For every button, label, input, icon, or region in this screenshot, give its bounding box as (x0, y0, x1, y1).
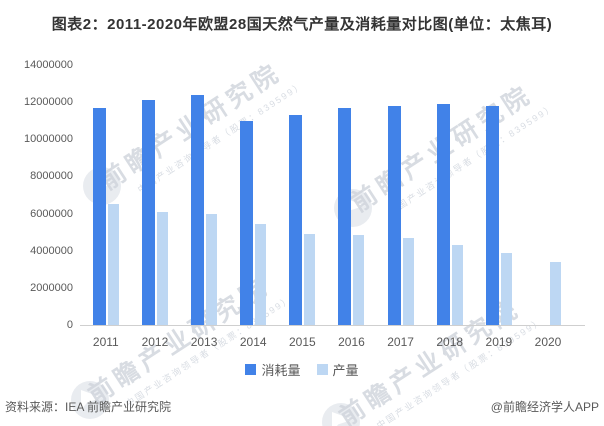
x-axis-category-label: 2019 (485, 335, 513, 349)
x-axis-category-label: 2015 (288, 335, 316, 349)
bar-production-2015 (304, 234, 316, 325)
y-axis-tick-label: 2000000 (30, 281, 73, 294)
x-axis-category-label: 2012 (141, 335, 169, 349)
brand-text: @前瞻经济学人APP (490, 400, 599, 414)
x-axis-category-label: 2014 (239, 335, 267, 349)
y-axis-tick-label: 10000000 (24, 133, 73, 146)
x-axis-category-label: 2013 (190, 335, 218, 349)
bar-consumption-2012 (141, 100, 155, 325)
watermark-logo-icon (322, 403, 360, 426)
x-axis-line (80, 325, 585, 326)
legend-label-consumption: 消耗量 (261, 363, 301, 378)
bar-consumption-2019 (485, 105, 499, 325)
watermark-logo-icon (71, 381, 109, 419)
y-axis-tick-label: 4000000 (30, 244, 73, 257)
bar-production-2018 (451, 245, 463, 325)
y-axis-tick-label: 0 (66, 319, 73, 331)
bar-consumption-2016 (338, 107, 352, 325)
bar-consumption-2018 (436, 104, 450, 325)
x-axis-category-label: 2016 (338, 335, 365, 349)
bar-consumption-2015 (289, 115, 303, 325)
bar-production-2019 (500, 252, 512, 325)
bar-production-2012 (156, 211, 168, 325)
legend-swatch-consumption (245, 364, 257, 375)
legend-swatch-production (316, 364, 328, 375)
legend-item-consumption: 消耗量 (245, 360, 301, 379)
bar-production-2017 (402, 237, 414, 325)
watermark-text: 前瞻产业研究院 (346, 79, 538, 218)
bar-consumption-2014 (240, 120, 254, 325)
chart-legend: 消耗量 产量 (0, 360, 604, 379)
y-axis-tick-label: 14000000 (24, 59, 73, 71)
legend-item-production: 产量 (316, 360, 359, 379)
y-axis-tick-label: 8000000 (30, 170, 73, 183)
watermark-text-block: 前瞻产业研究院中国产业咨询领导者（股票：839599） (343, 48, 589, 232)
chart-title: 图表2：2011-2020年欧盟28国天然气产量及消耗量对比图(单位：太焦耳) (51, 16, 553, 33)
x-axis-category-label: 2017 (387, 335, 414, 349)
bar-consumption-2017 (387, 105, 401, 325)
bar-consumption-2013 (191, 94, 205, 325)
x-axis-category-label: 2020 (534, 335, 562, 349)
legend-label-production: 产量 (332, 363, 359, 378)
bar-production-2014 (255, 223, 267, 325)
y-axis-tick-label: 6000000 (30, 207, 73, 220)
bar-production-2011 (107, 204, 119, 325)
bar-production-2020 (550, 261, 561, 325)
x-axis-category-label: 2011 (92, 335, 119, 349)
y-axis-tick-label: 12000000 (24, 96, 73, 109)
x-axis-category-label: 2018 (436, 335, 464, 349)
bar-consumption-2011 (92, 107, 106, 325)
bar-production-2013 (206, 213, 218, 325)
source-text: 资料来源：IEA 前瞻产业研究院 (5, 400, 172, 414)
chart-footer: 资料来源：IEA 前瞻产业研究院 @前瞻经济学人APP (5, 398, 599, 415)
bar-production-2016 (353, 234, 365, 325)
